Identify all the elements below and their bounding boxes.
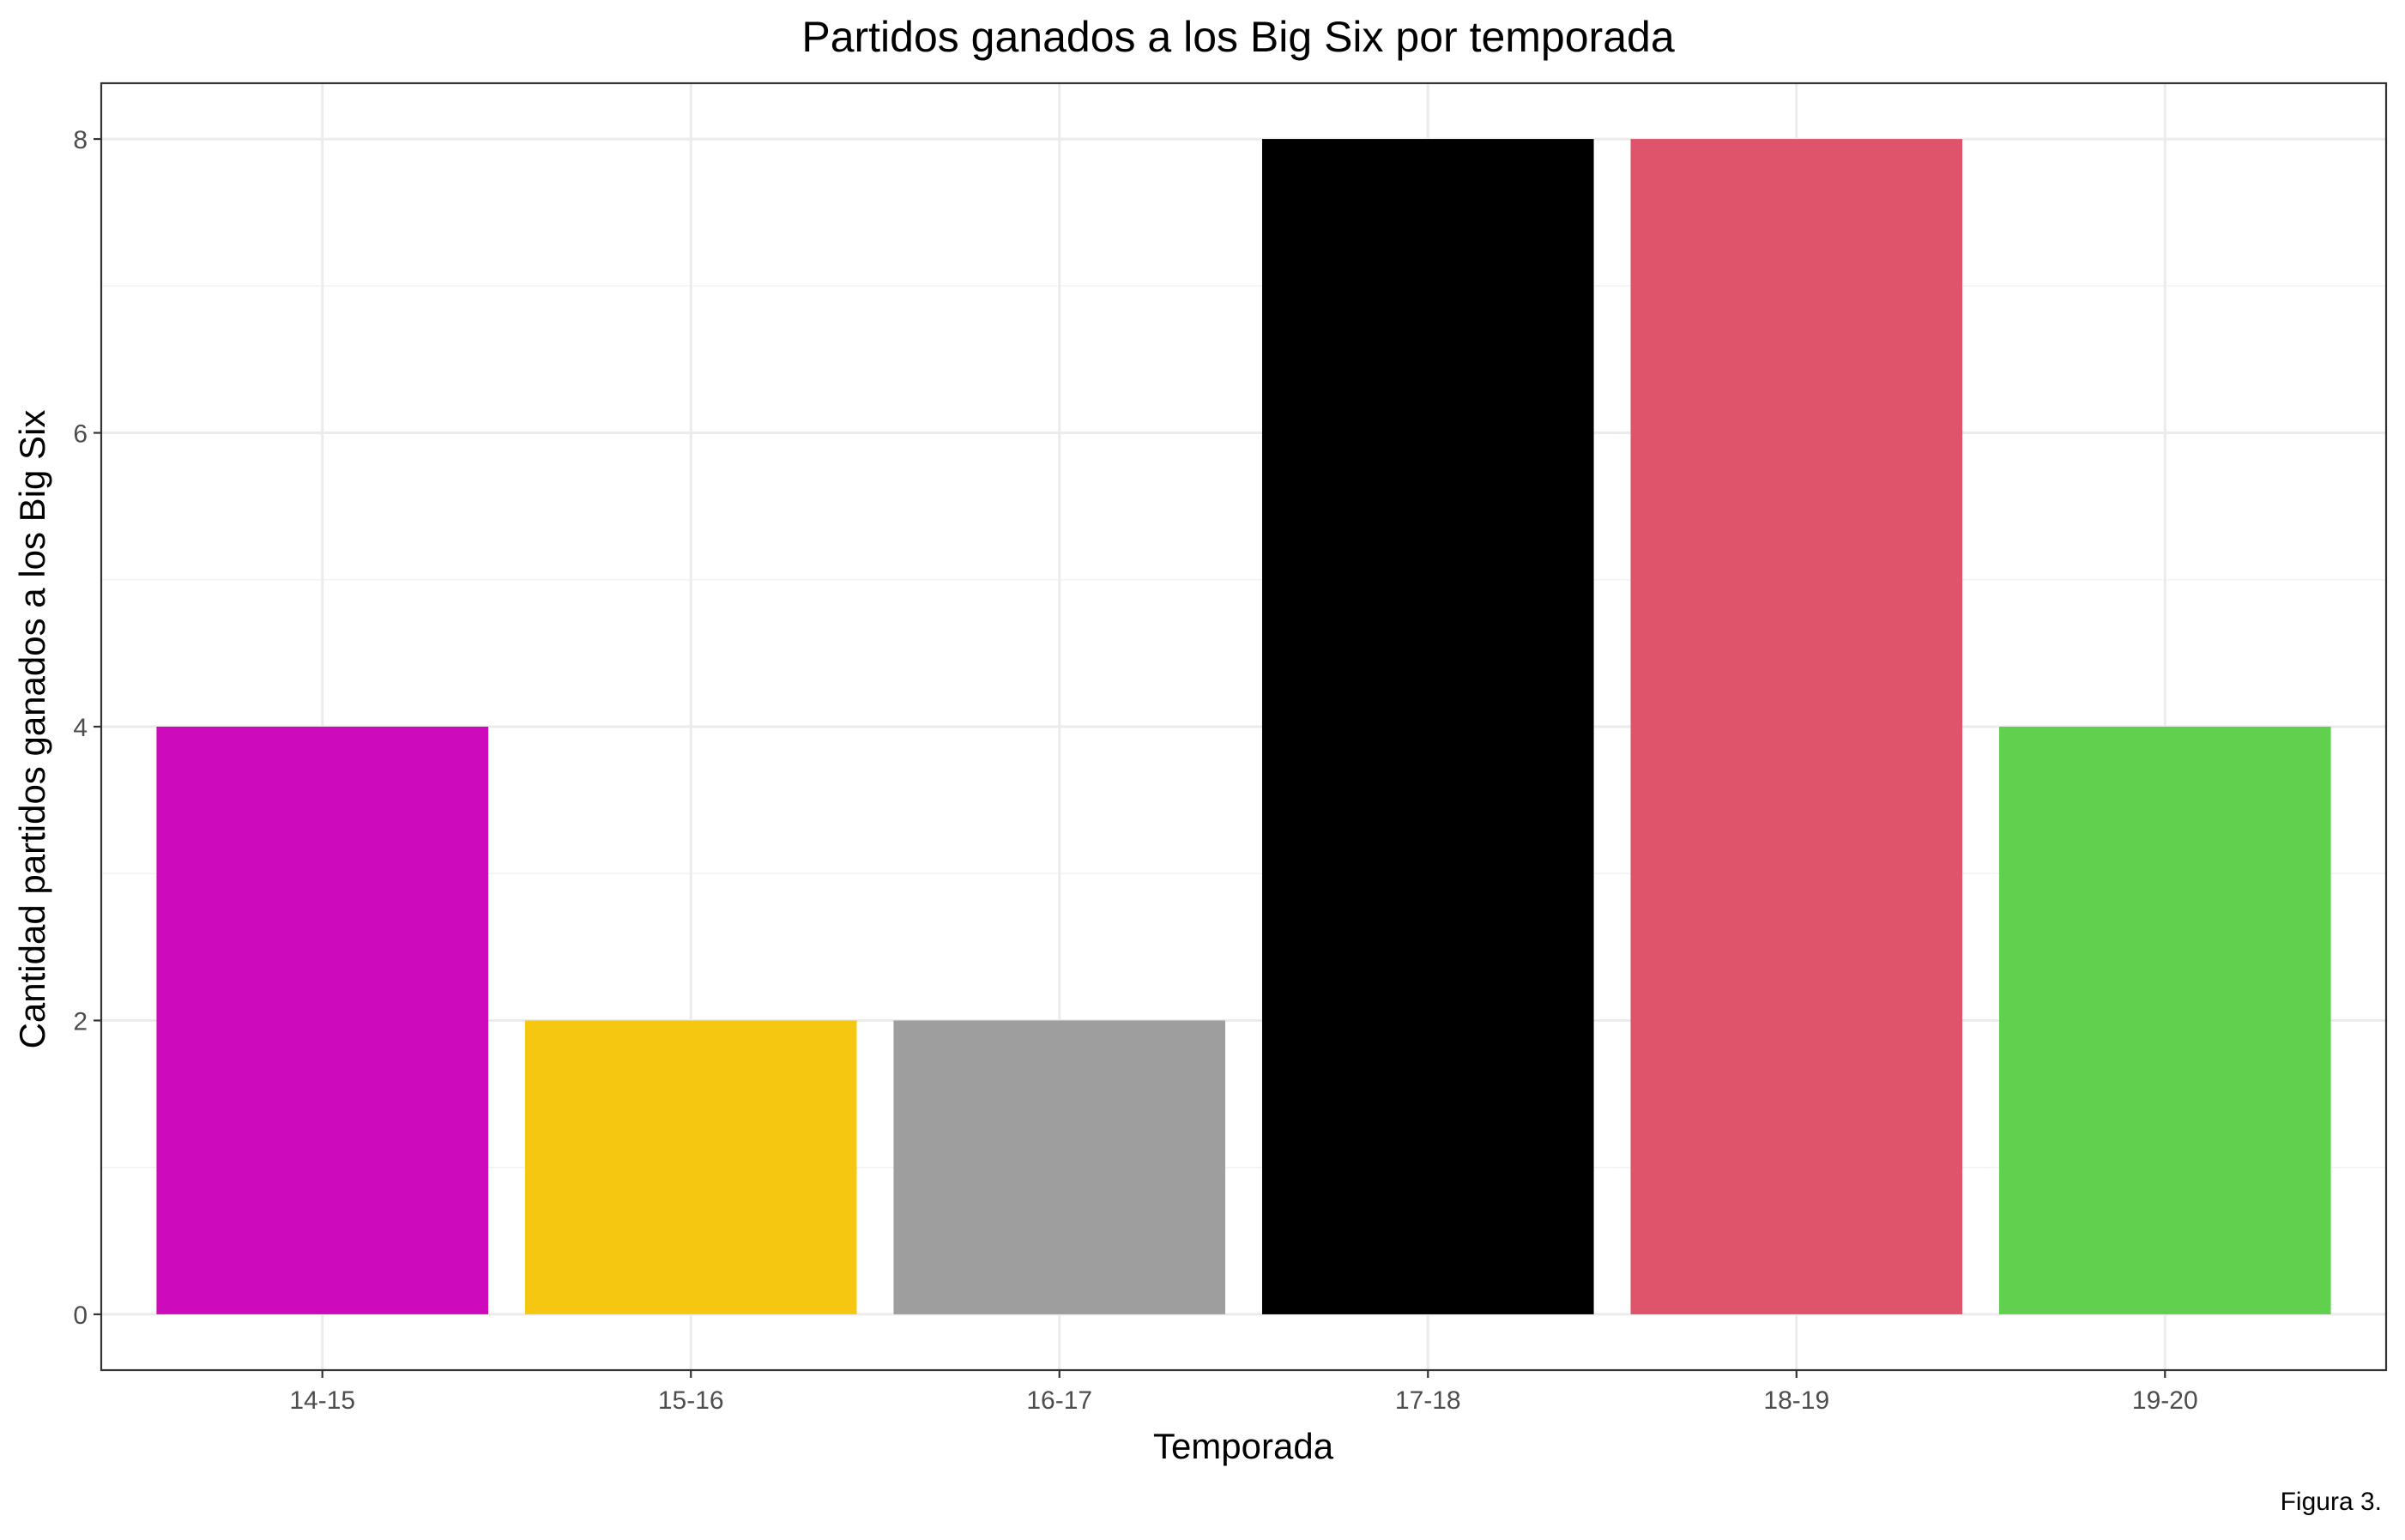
bar-14-15 <box>156 727 488 1314</box>
x-tick-label: 15-16 <box>658 1386 724 1415</box>
bar-16-17 <box>893 1020 1226 1314</box>
figure-caption: Figura 3. <box>2281 1488 2382 1516</box>
x-axis-title: Temporada <box>1153 1426 1334 1466</box>
x-tick-label: 17-18 <box>1395 1386 1461 1415</box>
bar-15-16 <box>524 1020 857 1314</box>
y-tick-label: 6 <box>73 420 88 449</box>
y-axis-title: Cantidad partidos ganados a los Big Six <box>12 410 52 1049</box>
bars <box>156 139 2331 1314</box>
x-tick-label: 19-20 <box>2132 1386 2198 1415</box>
x-axis-ticks: 14-15 15-16 16-17 17-18 18-19 19-20 <box>289 1370 2198 1415</box>
bar-17-18 <box>1261 139 1594 1314</box>
chart-title: Partidos ganados a los Big Six por tempo… <box>801 13 1674 61</box>
x-tick-label: 18-19 <box>1763 1386 1829 1415</box>
y-tick-label: 2 <box>73 1007 88 1036</box>
bar-18-19 <box>1630 139 1963 1314</box>
y-tick-label: 8 <box>73 126 88 154</box>
y-tick-label: 0 <box>73 1301 88 1330</box>
bar-19-20 <box>1999 727 2331 1314</box>
x-tick-label: 14-15 <box>289 1386 355 1415</box>
y-tick-label: 4 <box>73 714 88 742</box>
y-axis-ticks: 0 2 4 6 8 <box>73 126 101 1330</box>
x-tick-label: 16-17 <box>1026 1386 1092 1415</box>
